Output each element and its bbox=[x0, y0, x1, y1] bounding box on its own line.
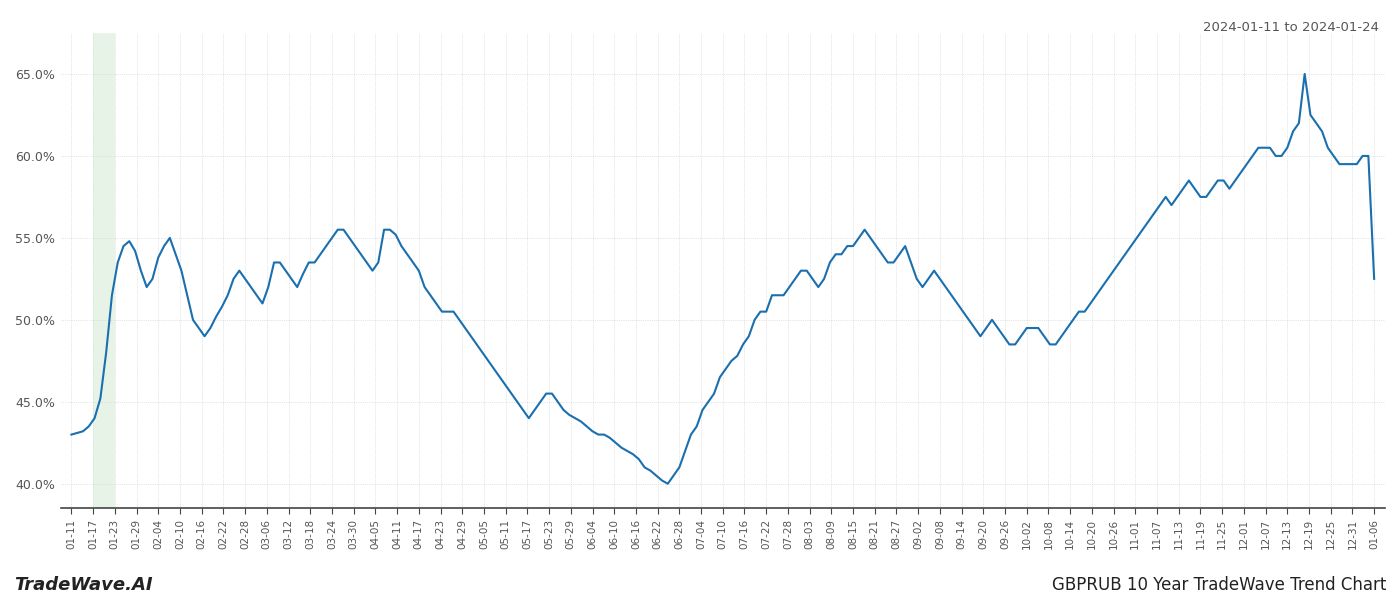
Text: TradeWave.AI: TradeWave.AI bbox=[14, 576, 153, 594]
Text: 2024-01-11 to 2024-01-24: 2024-01-11 to 2024-01-24 bbox=[1203, 21, 1379, 34]
Text: GBPRUB 10 Year TradeWave Trend Chart: GBPRUB 10 Year TradeWave Trend Chart bbox=[1051, 576, 1386, 594]
Bar bbox=[94, 33, 115, 508]
